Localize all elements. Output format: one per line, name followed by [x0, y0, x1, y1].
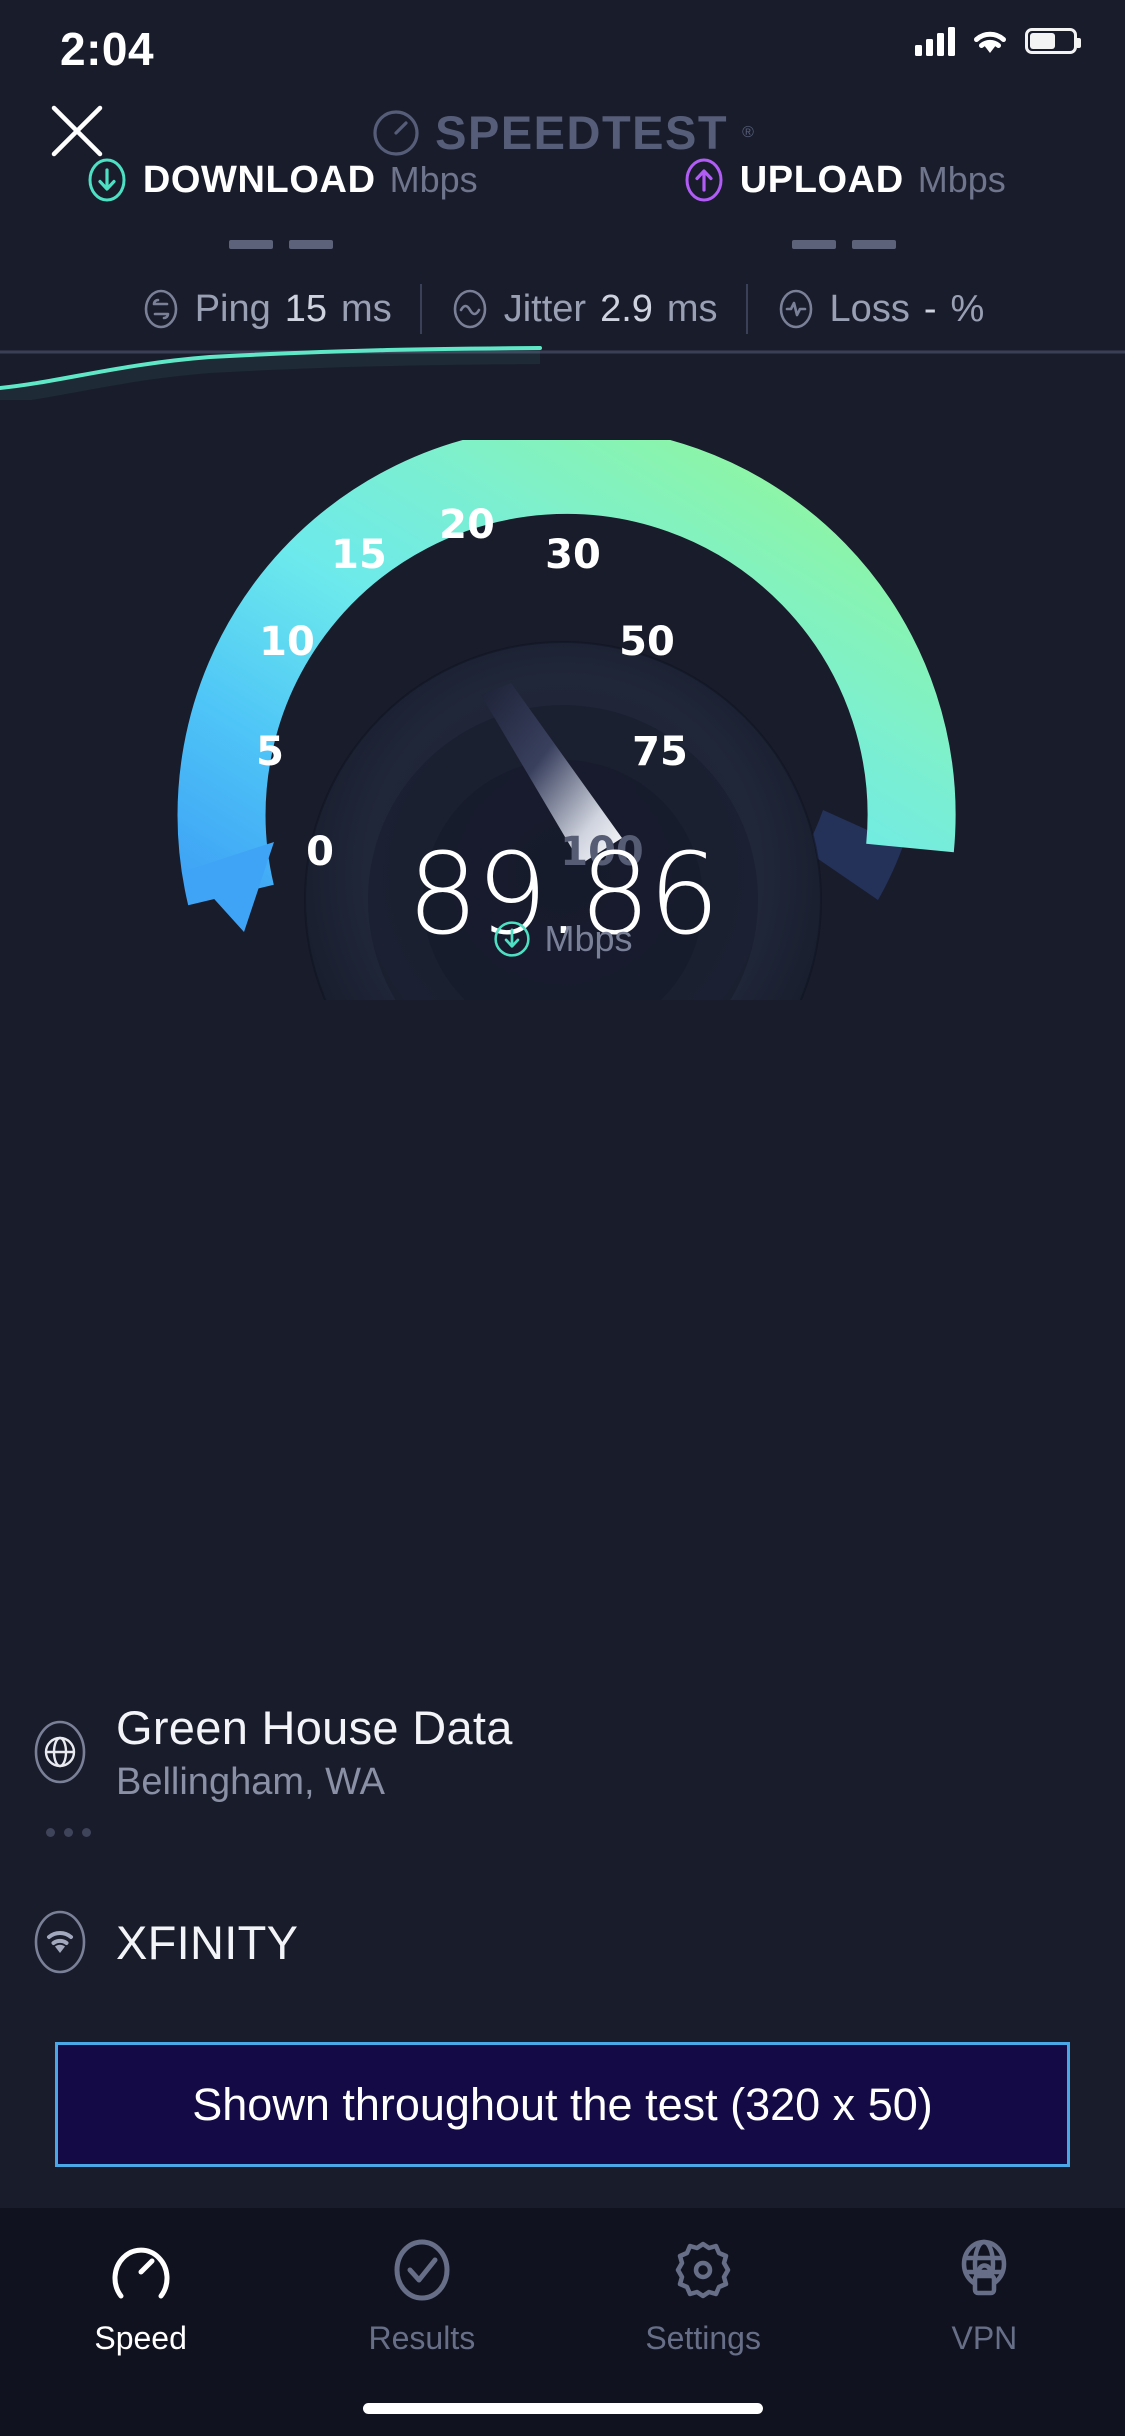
arrow-down-circle-icon: [88, 158, 126, 202]
gauge-tick-15: 15: [331, 532, 387, 578]
upload-label: UPLOAD: [739, 158, 904, 201]
upload-metric[interactable]: UPLOAD Mbps: [563, 158, 1125, 249]
gauge-arc-start-cap: [188, 842, 274, 932]
upload-value-placeholder: [791, 240, 896, 249]
loss-unit: %: [950, 287, 985, 330]
three-dots-icon[interactable]: [46, 1828, 91, 1837]
arrow-down-circle-icon: [494, 921, 531, 957]
tab-vpn-label: VPN: [951, 2320, 1018, 2356]
jitter-stat[interactable]: Jitter 2.9 ms: [422, 287, 746, 331]
gauge-tick-30: 30: [545, 532, 601, 578]
gauge-tick-0: 0: [306, 829, 334, 875]
gauge-tick-50: 50: [619, 619, 675, 665]
upload-unit: Mbps: [917, 159, 1006, 200]
wifi-circle-icon: [34, 1910, 86, 1974]
status-bar: 2:04: [0, 0, 1125, 110]
ad-banner[interactable]: Shown throughout the test (320 x 50): [55, 2042, 1070, 2167]
gauge-tick-75: 75: [632, 729, 688, 775]
gear-icon: [675, 2241, 731, 2299]
download-value-placeholder: [229, 240, 334, 249]
status-bar-indicators: [915, 26, 1081, 56]
stat-divider: [419, 284, 422, 334]
close-icon[interactable]: [46, 100, 108, 162]
gauge-tick-20: 20: [439, 502, 495, 548]
ping-unit: ms: [341, 287, 392, 330]
battery-icon: [1025, 28, 1081, 54]
loss-stat[interactable]: Loss - %: [748, 287, 1013, 331]
wifi-icon: [974, 31, 1006, 53]
bottom-tab-bar: Speed Results Settings VPN: [0, 2208, 1125, 2436]
check-circle-icon: [394, 2239, 450, 2301]
arrow-up-circle-icon: [685, 158, 723, 202]
brand-trademark: ®: [742, 123, 754, 141]
gauge-tick-5: 5: [256, 729, 284, 775]
server-row[interactable]: Green House Data Bellingham, WA: [28, 1700, 513, 1804]
gauge-tick-100: 100: [560, 829, 644, 875]
tab-results-label: Results: [368, 2320, 476, 2356]
speedometer-icon: [112, 2247, 170, 2299]
gauge-speed-value: 89.86: [407, 830, 720, 960]
tab-settings-label: Settings: [645, 2320, 761, 2356]
ping-circle-icon: [144, 289, 178, 329]
tab-speed[interactable]: Speed: [0, 2208, 281, 2436]
gauge-speed-unit-row: Mbps: [0, 918, 1125, 960]
isp-row[interactable]: XFINITY: [28, 1910, 298, 1974]
download-unit: Mbps: [389, 159, 478, 200]
gauge-colored-arc: [177, 440, 956, 906]
loss-label: Loss: [829, 287, 910, 330]
status-bar-time: 2:04: [60, 23, 155, 75]
tab-settings[interactable]: Settings: [563, 2208, 844, 2436]
tab-vpn[interactable]: VPN: [844, 2208, 1125, 2436]
gauge-tick-10: 10: [259, 619, 315, 665]
speed-gauge: 0 5 10 15 20 30 50 75 100: [177, 440, 956, 1000]
connection-stats-row: Ping 15 ms Jitter 2.9 ms Loss - %: [0, 284, 1125, 334]
download-metric[interactable]: DOWNLOAD Mbps: [0, 158, 563, 249]
download-upload-row: DOWNLOAD Mbps UPLOAD Mbps: [0, 158, 1125, 249]
jitter-unit: ms: [666, 287, 718, 330]
gauge-speed-unit: Mbps: [544, 918, 633, 959]
jitter-label: Jitter: [503, 287, 587, 330]
server-name: Green House Data: [116, 1701, 513, 1754]
server-location: Bellingham, WA: [116, 1761, 385, 1803]
ping-label: Ping: [194, 287, 271, 330]
jitter-circle-icon: [453, 289, 487, 329]
throughput-sparkline-chart: [0, 346, 1125, 400]
jitter-value: 2.9: [600, 287, 653, 330]
home-indicator: [362, 2403, 763, 2414]
speedtest-gauge-logo-icon: [373, 109, 419, 156]
ping-value: 15: [284, 287, 328, 330]
globe-lock-icon: [962, 2239, 1007, 2296]
gauge-needle: [481, 683, 622, 864]
ping-stat[interactable]: Ping 15 ms: [113, 287, 420, 331]
ad-banner-text: Shown throughout the test (320 x 50): [192, 2078, 933, 2130]
globe-icon: [34, 1720, 86, 1784]
gauge-tail-segment: [805, 810, 903, 900]
brand-name: SPEEDTEST: [435, 106, 729, 159]
loss-value: -: [923, 287, 937, 330]
tab-results[interactable]: Results: [281, 2208, 562, 2436]
download-label: DOWNLOAD: [142, 158, 376, 201]
cellular-signal-icon: [915, 26, 955, 56]
tab-speed-label: Speed: [94, 2320, 187, 2356]
isp-name: XFINITY: [116, 1915, 299, 1969]
loss-circle-icon: [779, 289, 812, 329]
stat-divider: [745, 284, 748, 334]
app-brand: SPEEDTEST ®: [0, 105, 1125, 160]
